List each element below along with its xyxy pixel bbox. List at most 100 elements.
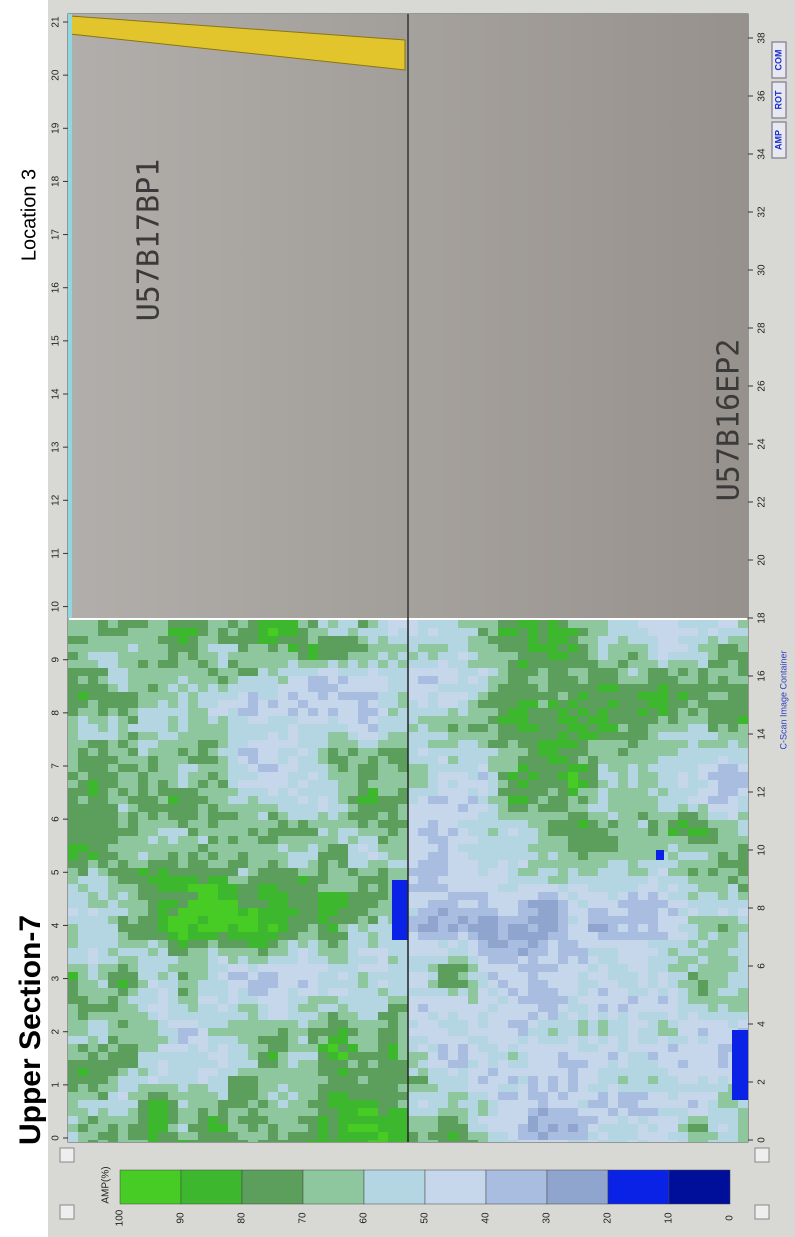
heat-cell: [418, 948, 428, 956]
scroll-button[interactable]: [59, 1204, 75, 1220]
heat-cell: [428, 1124, 438, 1132]
toolbar-button-label[interactable]: AMP: [773, 130, 783, 150]
heat-cell: [568, 1068, 578, 1076]
heat-cell: [208, 748, 218, 756]
toolbar-button-label[interactable]: ROT: [773, 90, 783, 110]
heat-cell: [378, 1012, 388, 1020]
heat-cell: [488, 1068, 498, 1076]
heat-cell: [168, 980, 178, 988]
heat-cell: [708, 732, 718, 740]
heat-cell: [448, 692, 458, 700]
heat-cell: [588, 700, 598, 708]
heat-cell: [178, 684, 188, 692]
heat-cell: [378, 916, 388, 924]
heat-cell: [708, 940, 718, 948]
heat-cell: [628, 868, 638, 876]
toolbar-button-label[interactable]: COM: [773, 50, 783, 71]
heat-cell: [548, 1084, 558, 1092]
heat-cell: [678, 964, 688, 972]
heat-cell: [398, 972, 408, 980]
heat-cell: [408, 1124, 418, 1132]
heat-cell: [168, 836, 178, 844]
toolbar-button[interactable]: [771, 81, 787, 119]
heat-cell: [78, 1116, 88, 1124]
heat-cell: [298, 876, 308, 884]
heat-cell: [418, 1092, 428, 1100]
heat-cell: [298, 708, 308, 716]
heat-cell: [228, 924, 238, 932]
heat-cell: [518, 980, 528, 988]
heat-cell: [568, 972, 578, 980]
heat-cell: [518, 700, 528, 708]
heat-cell: [328, 636, 338, 644]
heat-cell: [478, 692, 488, 700]
heat-cell: [128, 708, 138, 716]
heat-cell: [468, 788, 478, 796]
heat-cell: [348, 652, 358, 660]
heat-cell: [468, 900, 478, 908]
heat-cell: [488, 1140, 498, 1142]
heat-cell: [618, 1060, 628, 1068]
heat-cell: [328, 884, 338, 892]
heat-cell: [608, 1020, 618, 1028]
heat-cell: [438, 740, 448, 748]
heat-cell: [608, 652, 618, 660]
heat-cell: [468, 1108, 478, 1116]
heat-cell: [448, 772, 458, 780]
heat-cell: [208, 676, 218, 684]
heat-cell: [338, 996, 348, 1004]
heat-cell: [708, 924, 718, 932]
heat-cell: [308, 684, 318, 692]
heat-cell: [228, 1044, 238, 1052]
scroll-button[interactable]: [754, 1204, 770, 1220]
heat-cell: [558, 1140, 568, 1142]
heat-cell: [368, 1068, 378, 1076]
toolbar-button[interactable]: [771, 41, 787, 79]
heat-cell: [728, 940, 738, 948]
heat-cell: [378, 1060, 388, 1068]
heat-cell: [498, 876, 508, 884]
heat-cell: [398, 1116, 408, 1124]
heat-cell: [738, 660, 748, 668]
scroll-button[interactable]: [754, 1147, 770, 1163]
heat-cell: [728, 620, 738, 628]
heat-cell: [568, 668, 578, 676]
heat-cell: [368, 1132, 378, 1140]
heat-cell: [268, 956, 278, 964]
heat-cell: [608, 732, 618, 740]
heat-cell: [148, 1044, 158, 1052]
heat-cell: [438, 772, 448, 780]
heat-cell: [668, 1036, 678, 1044]
heat-cell: [438, 628, 448, 636]
heat-cell: [178, 676, 188, 684]
heat-cell: [468, 892, 478, 900]
heat-cell: [78, 940, 88, 948]
heat-cell: [638, 684, 648, 692]
heat-cell: [298, 1140, 308, 1142]
heat-cell: [118, 828, 128, 836]
heat-cell: [98, 644, 108, 652]
heat-cell: [248, 684, 258, 692]
heat-cell: [488, 684, 498, 692]
heat-cell: [148, 668, 158, 676]
heat-cell: [208, 988, 218, 996]
heat-cell: [392, 880, 408, 940]
heat-cell: [608, 1124, 618, 1132]
heat-cell: [258, 700, 268, 708]
heat-cell: [138, 668, 148, 676]
heat-cell: [358, 860, 368, 868]
heat-cell: [328, 676, 338, 684]
scroll-button[interactable]: [59, 1147, 75, 1163]
heat-cell: [398, 1036, 408, 1044]
toolbar-button[interactable]: [771, 121, 787, 159]
heat-cell: [538, 1124, 548, 1132]
heat-cell: [328, 756, 338, 764]
heat-cell: [538, 636, 548, 644]
heat-cell: [248, 700, 258, 708]
heat-cell: [178, 844, 188, 852]
heat-cell: [158, 980, 168, 988]
heat-cell: [338, 948, 348, 956]
heat-cell: [348, 740, 358, 748]
heat-cell: [378, 644, 388, 652]
heat-cell: [188, 748, 198, 756]
